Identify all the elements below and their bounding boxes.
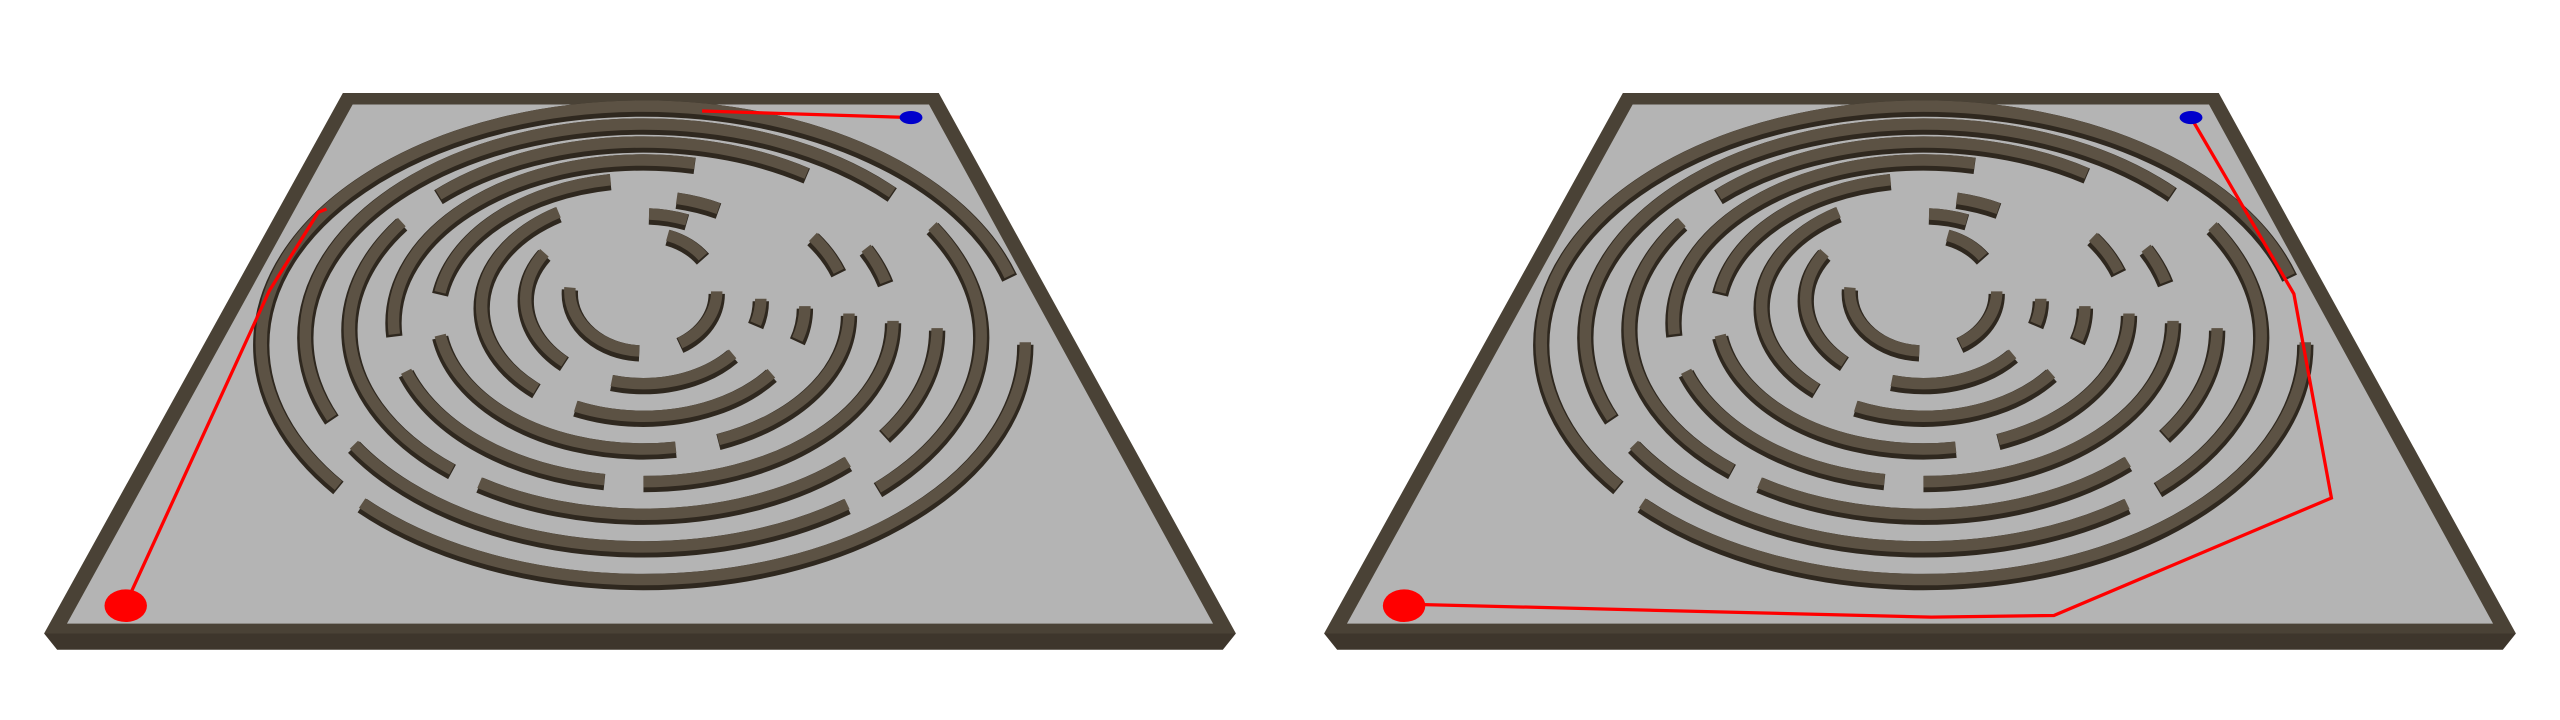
path-left-a — [124, 207, 328, 605]
goal-marker — [899, 111, 923, 125]
right-maze — [1324, 93, 2516, 650]
path-right — [1404, 116, 2334, 619]
start-marker — [104, 589, 147, 623]
path-left-b — [701, 109, 912, 120]
goal-marker — [2179, 111, 2203, 125]
start-marker — [1382, 589, 1426, 623]
left-maze — [44, 93, 1236, 650]
